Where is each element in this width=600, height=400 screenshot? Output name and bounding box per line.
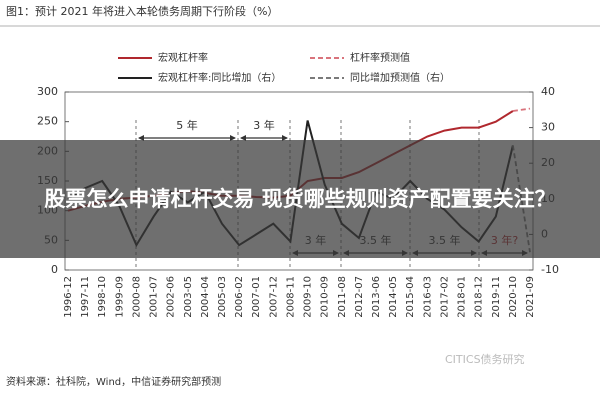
x-tick-label: 2004-04 (200, 276, 211, 318)
x-tick-label: 2016-03 (422, 276, 433, 318)
x-tick-label: 2005-03 (217, 276, 228, 318)
x-tick-label: 2014-05 (388, 276, 399, 318)
legend-label: 宏观杠杆率 (158, 51, 208, 64)
x-tick-label: 2020-10 (508, 276, 519, 318)
x-tick-label: 2015-04 (405, 276, 416, 318)
annotation: 5 年 (176, 118, 198, 132)
x-tick-label: 2001-07 (149, 276, 160, 318)
x-tick-label: 2013-06 (371, 276, 382, 318)
x-tick-label: 2007-12 (268, 276, 279, 318)
x-tick-label: 2008-11 (285, 276, 296, 318)
y-tick-label: 300 (37, 85, 58, 98)
x-tick-label: 2007-01 (251, 276, 262, 318)
x-tick-label: 2009-10 (303, 276, 314, 318)
x-tick-label: 2010-09 (320, 276, 331, 318)
overlay-banner: 股票怎么申请杠杆交易 现货哪些规则资产配置要关注？ (0, 140, 600, 258)
source: 资料来源：社科院，Wind，中信证券研究部预测 (6, 375, 221, 388)
x-tick-label: 2017-02 (439, 276, 450, 318)
overlay-text: 股票怎么申请杠杆交易 现货哪些规则资产配置要关注？ (44, 187, 556, 211)
x-tick-label: 1997-11 (80, 276, 91, 318)
x-tick-label: 1996-12 (63, 276, 74, 318)
y2-tick-label: 40 (541, 85, 555, 98)
x-tick-label: 2002-06 (166, 276, 177, 318)
x-tick-label: 2000-08 (131, 276, 142, 318)
legend-label: 同比增加预测值（右） (350, 71, 450, 84)
x-tick-label: 2012-07 (354, 276, 365, 318)
legend-label: 宏观杠杆率:同比增加（右） (158, 71, 281, 84)
x-tick-label: 2018-01 (457, 276, 468, 318)
chart-title: 图1：预计 2021 年将进入本轮债务周期下行阶段（%） (6, 4, 278, 18)
x-tick-label: 2006-02 (234, 276, 245, 318)
y-tick-label: 0 (51, 263, 58, 276)
series-line (512, 107, 531, 112)
watermark: CITICS债务研究 (445, 352, 525, 366)
x-tick-label: 2019-11 (491, 276, 502, 318)
x-tick-label: 2003-05 (183, 276, 194, 318)
x-tick-label: 2021-09 (525, 276, 536, 318)
legend-label: 杠杆率预测值 (350, 51, 410, 64)
annotation: 3 年 (253, 118, 275, 132)
y2-tick-label: 30 (541, 121, 555, 134)
y-tick-label: 250 (37, 115, 58, 128)
x-tick-label: 1999-09 (114, 276, 125, 318)
x-tick-label: 2011-08 (337, 276, 348, 318)
x-tick-label: 2018-12 (474, 276, 485, 318)
x-tick-label: 1998-10 (97, 276, 108, 318)
y2-tick-label: -10 (541, 263, 559, 276)
